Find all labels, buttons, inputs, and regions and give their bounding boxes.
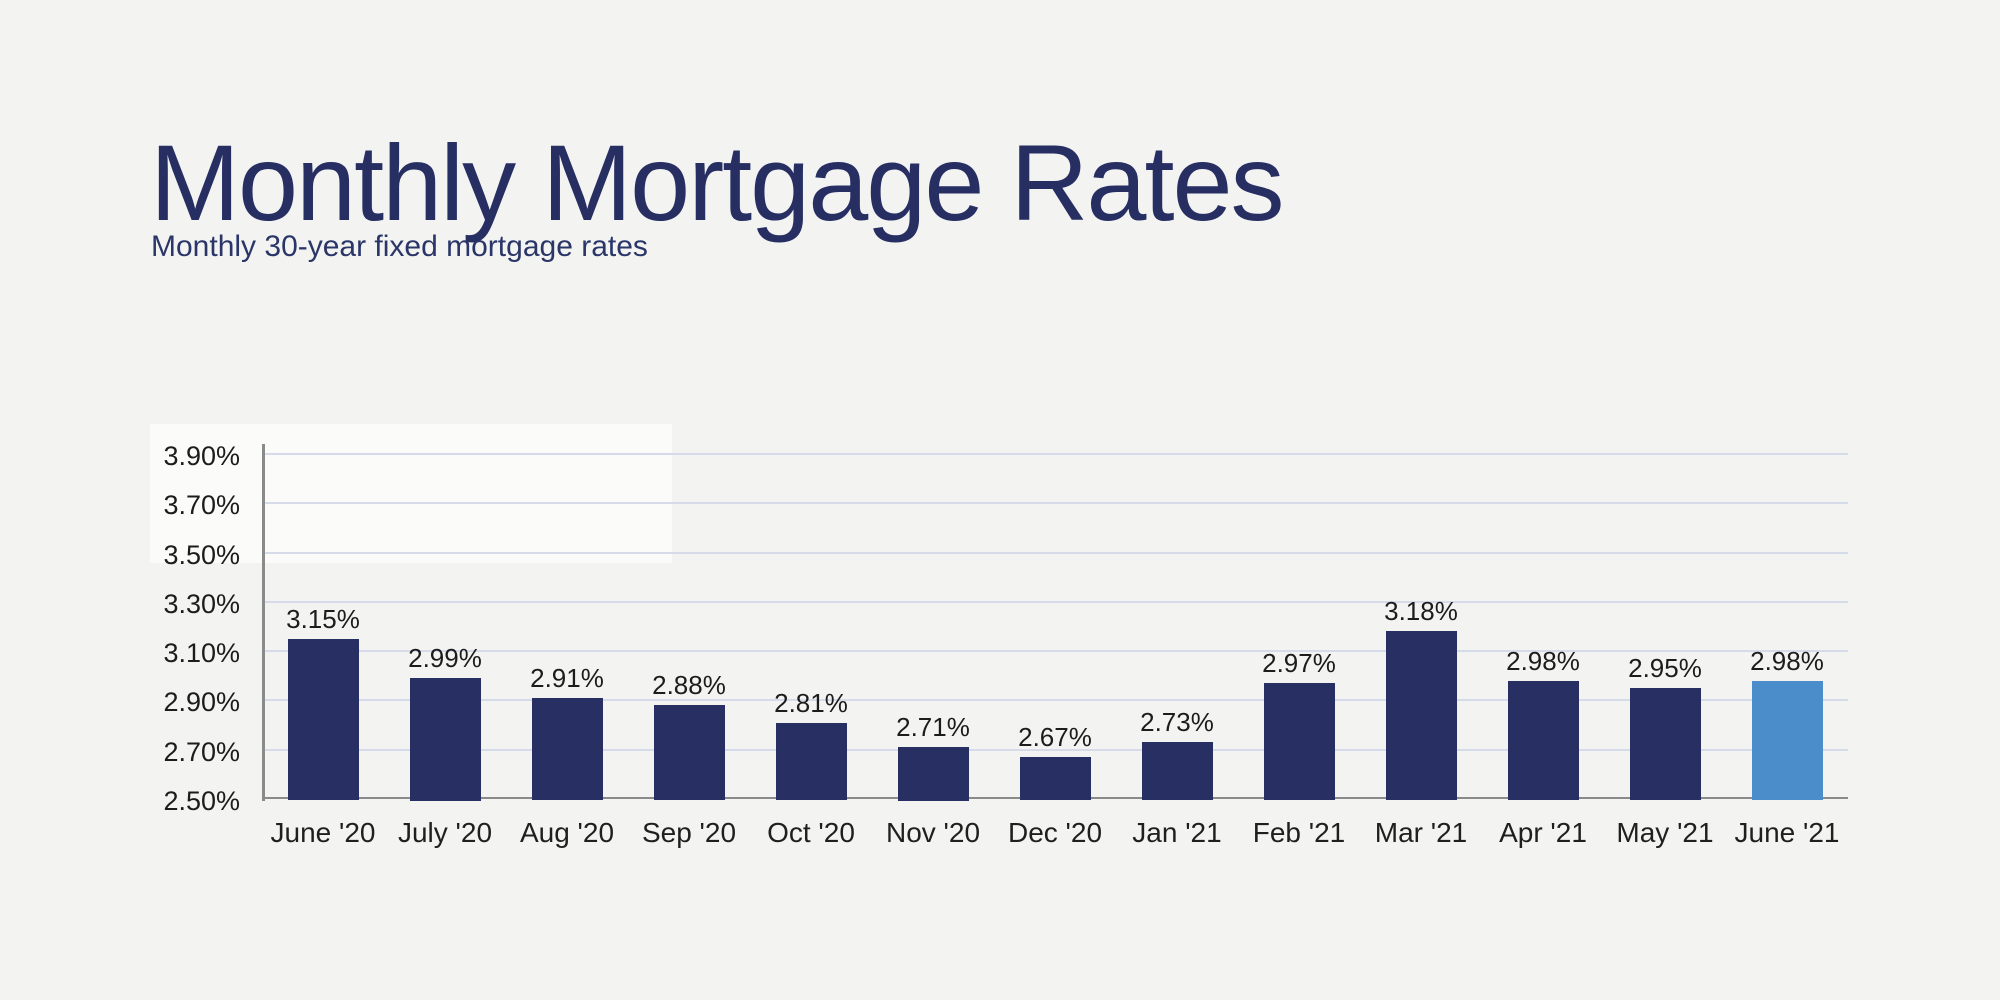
x-tick-label-aug-20: Aug '20 [519, 817, 615, 848]
bar-feb-21 [1263, 683, 1335, 801]
bar-june-20 [287, 638, 359, 801]
bar-value-label-aug-20: 2.91% [530, 662, 604, 693]
bar-value-label-june-20: 3.15% [286, 603, 360, 634]
bar-may-21 [1629, 688, 1701, 801]
y-tick-label-3.90: 3.90% [163, 441, 240, 471]
gridline-3.50 [262, 551, 1848, 554]
chart-subtitle: Monthly 30-year fixed mortgage rates [151, 230, 648, 263]
bar-value-label-jan-21: 2.73% [1140, 707, 1214, 738]
bar-sep-20 [653, 705, 725, 801]
y-tick-label-2.90: 2.90% [163, 687, 240, 718]
bar-value-label-june-21: 2.98% [1750, 645, 1824, 676]
x-tick-label-apr-21: Apr '21 [1499, 817, 1587, 848]
bar-aug-20 [531, 697, 603, 801]
bar-value-label-sep-20: 2.88% [652, 670, 726, 701]
highlight-overlay [150, 424, 672, 563]
y-tick-label-2.70: 2.70% [163, 736, 240, 767]
bar-nov-20 [897, 747, 969, 801]
gridline-3.10 [262, 650, 1848, 653]
y-axis-line [262, 444, 265, 801]
x-tick-label-dec-20: Dec '20 [1007, 817, 1103, 848]
x-tick-label-jan-21: Jan '21 [1132, 817, 1222, 848]
y-tick-label-3.30: 3.30% [163, 588, 240, 619]
x-tick-label-may-21: May '21 [1616, 817, 1714, 848]
x-tick-label-feb-21: Feb '21 [1252, 817, 1346, 848]
bar-apr-21 [1507, 680, 1579, 801]
bar-value-label-nov-20: 2.71% [896, 712, 970, 743]
bar-value-label-apr-21: 2.98% [1506, 645, 1580, 676]
x-tick-label-nov-20: Nov '20 [885, 817, 981, 848]
bar-value-label-may-21: 2.95% [1628, 653, 1702, 684]
x-tick-label-june-21: June '21 [1734, 817, 1840, 848]
bar-value-label-dec-20: 2.67% [1018, 722, 1092, 753]
y-tick-label-3.70: 3.70% [163, 490, 240, 521]
bar-value-label-mar-21: 3.18% [1384, 596, 1458, 627]
gridline-3.90 [262, 453, 1848, 455]
y-tick-label-2.50: 2.50% [163, 786, 240, 816]
x-tick-label-june-20: June '20 [270, 817, 376, 848]
bar-jan-21 [1141, 742, 1213, 801]
bar-june-21 [1751, 680, 1823, 801]
gridline-2.90 [262, 699, 1848, 702]
y-tick-label-3.50: 3.50% [163, 539, 240, 570]
bar-value-label-feb-21: 2.97% [1262, 648, 1336, 679]
gridline-3.30 [262, 600, 1848, 603]
x-tick-label-sep-20: Sep '20 [641, 817, 737, 848]
bar-value-label-oct-20: 2.81% [774, 687, 848, 718]
x-tick-label-oct-20: Oct '20 [767, 817, 855, 848]
bar-july-20 [409, 678, 481, 801]
gridline-2.70 [262, 748, 1848, 751]
x-tick-label-mar-21: Mar '21 [1374, 817, 1468, 848]
gridline-3.70 [262, 502, 1848, 505]
y-tick-label-3.10: 3.10% [163, 638, 240, 669]
bar-mar-21 [1385, 631, 1457, 801]
bar-dec-20 [1019, 757, 1091, 801]
chart-title: Monthly Mortgage Rates [150, 122, 1285, 243]
bar-value-label-july-20: 2.99% [408, 643, 482, 674]
bar-oct-20 [775, 722, 847, 801]
x-tick-label-july-20: July '20 [397, 817, 493, 848]
